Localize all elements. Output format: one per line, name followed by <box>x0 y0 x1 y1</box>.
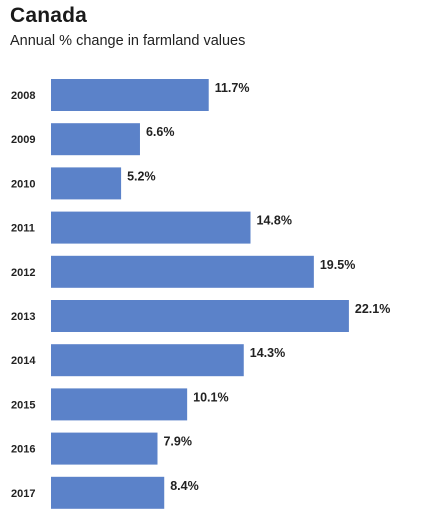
data-label-2011: 14.8% <box>257 214 292 228</box>
data-label-2009: 6.6% <box>146 125 175 139</box>
data-label-2017: 8.4% <box>170 479 199 493</box>
bar-2008 <box>51 79 209 111</box>
y-tick-label: 2010 <box>11 178 35 190</box>
data-label-2014: 14.3% <box>250 346 285 360</box>
bar-2012 <box>51 255 314 288</box>
data-label-2015: 10.1% <box>193 390 228 404</box>
y-tick-label: 2011 <box>11 223 35 235</box>
y-tick-label: 2008 <box>11 90 35 102</box>
y-tick-label: 2015 <box>11 399 35 411</box>
bar-2009 <box>51 123 140 156</box>
bar-2013 <box>51 300 349 332</box>
y-tick-label: 2017 <box>11 488 35 500</box>
bar-2017 <box>51 476 165 509</box>
bar-2011 <box>51 211 251 244</box>
data-label-2010: 5.2% <box>127 169 156 183</box>
data-label-2012: 19.5% <box>320 258 355 272</box>
bar-2015 <box>51 388 188 421</box>
bar-2010 <box>51 167 122 200</box>
data-label-2013: 22.1% <box>355 302 390 316</box>
y-tick-label: 2016 <box>11 444 35 456</box>
y-tick-label: 2013 <box>11 311 35 323</box>
y-tick-label: 2012 <box>11 267 35 279</box>
bar-2014 <box>51 344 244 377</box>
y-tick-label: 2014 <box>11 355 36 367</box>
chart-subtitle: Annual % change in farmland values <box>10 33 246 49</box>
data-label-2008: 11.7% <box>215 81 250 95</box>
chart-title: Canada <box>10 4 88 27</box>
bar-2016 <box>51 432 158 465</box>
y-tick-label: 2009 <box>11 134 35 146</box>
data-label-2016: 7.9% <box>163 435 192 449</box>
